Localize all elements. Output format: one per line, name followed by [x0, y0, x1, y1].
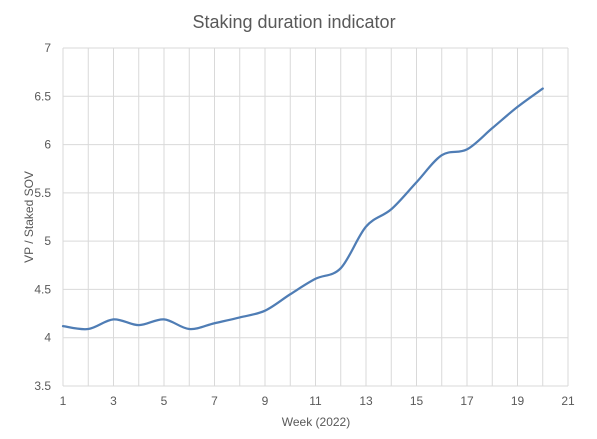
x-tick-label: 15 [410, 394, 424, 408]
y-tick-label: 6 [44, 138, 51, 152]
y-tick-label: 4 [44, 331, 51, 345]
x-tick-label: 9 [262, 394, 269, 408]
x-tick-label: 21 [561, 394, 575, 408]
series-line [61, 87, 544, 331]
x-tick-label: 1 [60, 394, 67, 408]
x-tick-label: 19 [511, 394, 525, 408]
vertical-gridlines [62, 48, 569, 386]
y-tick-label: 4.5 [34, 282, 51, 296]
y-tick-labels: 3.5 4 4.5 5 5.5 6 6.5 7 [34, 41, 51, 393]
y-tick-label: 7 [44, 41, 51, 55]
x-tick-label: 13 [359, 394, 373, 408]
series-group [61, 87, 544, 331]
x-tick-labels: 1 3 5 7 9 11 13 15 17 19 21 [60, 394, 575, 408]
x-tick-label: 7 [211, 394, 218, 408]
y-axis-label: VP / Staked SOV [22, 171, 36, 263]
horizontal-gridlines [63, 47, 568, 387]
y-tick-label: 6.5 [34, 89, 51, 103]
x-tick-label: 11 [309, 394, 322, 408]
chart-title: Staking duration indicator [192, 12, 395, 32]
x-tick-label: 3 [110, 394, 117, 408]
y-tick-label: 3.5 [34, 379, 51, 393]
x-tick-label: 5 [161, 394, 168, 408]
x-axis-label: Week (2022) [282, 415, 350, 429]
y-tick-label: 5.5 [34, 186, 51, 200]
x-tick-label: 17 [460, 394, 474, 408]
y-tick-label: 5 [44, 234, 51, 248]
